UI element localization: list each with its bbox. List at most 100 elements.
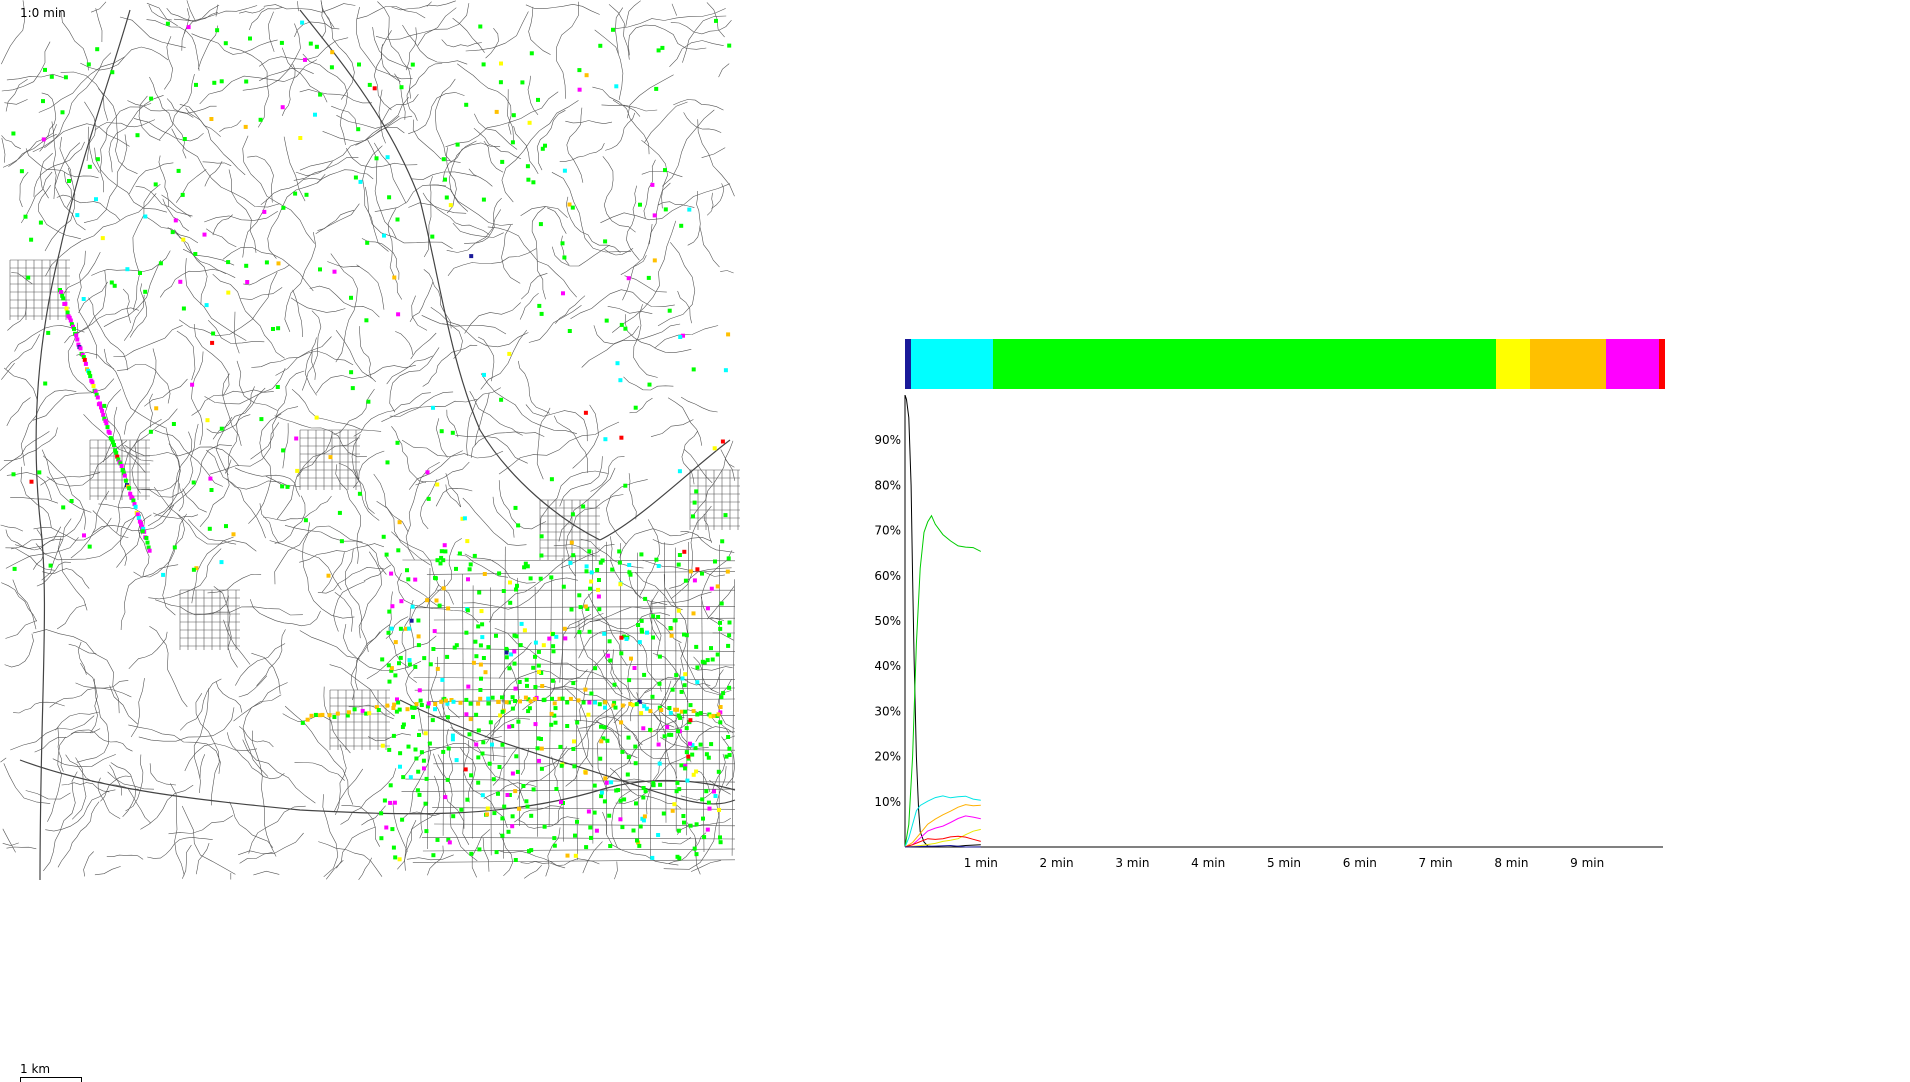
road-segment (683, 112, 722, 133)
vehicle-marker (448, 203, 453, 208)
vehicle-marker (26, 275, 31, 280)
series-line (904, 395, 981, 848)
vehicle-marker (642, 814, 647, 819)
grid-street (433, 617, 736, 621)
vehicle-marker (707, 806, 712, 811)
vehicle-marker (598, 43, 603, 48)
road-segment (87, 126, 100, 173)
vehicle-marker (480, 751, 485, 756)
road-segment (710, 669, 724, 690)
road-segment (663, 574, 688, 671)
road-segment (243, 264, 290, 286)
road-segment (440, 698, 502, 742)
map-scale-bar: 1 km (20, 1062, 82, 1082)
road-network-map[interactable]: 1:0 min (0, 0, 740, 880)
vehicle-marker (523, 695, 528, 700)
vehicle-marker (387, 195, 392, 200)
vehicle-marker (314, 415, 319, 420)
road-segment (644, 101, 688, 143)
vehicle-marker (432, 629, 437, 634)
vehicle-marker (510, 814, 515, 819)
vehicle-marker (389, 571, 394, 576)
vehicle-marker (718, 705, 723, 709)
vehicle-marker (459, 807, 464, 812)
vehicle-marker (313, 112, 317, 117)
road-segment (43, 455, 86, 530)
vehicle-marker (500, 742, 505, 747)
vehicle-marker (527, 849, 531, 854)
vehicle-marker (500, 695, 504, 700)
vehicle-marker (428, 662, 433, 667)
vehicle-marker (19, 169, 24, 174)
vehicle-marker (450, 737, 455, 742)
vehicle-marker (592, 810, 597, 815)
vehicle-marker (417, 792, 422, 797)
vehicle-marker (441, 749, 446, 754)
road-segment (159, 74, 195, 140)
road-segment (5, 529, 63, 551)
road-segment (553, 415, 589, 473)
vehicle-marker (314, 44, 319, 49)
vehicle-marker (516, 719, 521, 724)
vehicle-marker (90, 380, 95, 385)
vehicle-marker (473, 639, 478, 644)
vehicle-marker (684, 633, 689, 638)
road-segment (76, 678, 109, 763)
vehicle-marker (500, 159, 505, 164)
road-segment (417, 7, 457, 46)
vehicle-marker (133, 504, 138, 509)
vehicle-marker (464, 102, 469, 107)
vehicle-marker (68, 318, 73, 323)
road-segment (212, 214, 233, 236)
vehicle-marker (617, 560, 622, 565)
vehicle-marker (642, 704, 647, 709)
vehicle-marker (413, 577, 418, 582)
road-segment (175, 169, 207, 203)
road-segment (138, 95, 161, 141)
vehicle-marker (620, 825, 625, 830)
vehicle-marker (667, 308, 672, 313)
vehicle-marker (507, 793, 512, 797)
road-segment (49, 680, 129, 708)
road-segment (406, 63, 443, 121)
vehicle-marker (692, 578, 697, 583)
road-segment (408, 450, 504, 490)
vehicle-marker (398, 626, 403, 631)
vehicle-marker (445, 654, 450, 659)
road-segment (693, 440, 734, 515)
vehicle-marker (395, 217, 400, 222)
vehicle-marker (720, 439, 725, 444)
vehicle-marker (563, 636, 568, 641)
vehicle-marker (476, 780, 481, 785)
road-segment (5, 334, 40, 369)
road-segment (32, 378, 115, 421)
vehicle-marker (694, 852, 699, 857)
vehicle-marker (552, 836, 557, 841)
vehicle-marker (474, 742, 479, 747)
road-segment (6, 397, 31, 427)
vehicle-marker (445, 715, 450, 720)
vehicle-marker (619, 435, 624, 440)
grid-street (718, 544, 720, 844)
road-segment (695, 838, 701, 875)
vehicle-marker (641, 726, 646, 731)
x-tick-label: 8 min (1494, 856, 1528, 870)
vehicle-marker (694, 769, 699, 774)
road-segment (108, 95, 164, 173)
vehicle-marker (668, 626, 673, 630)
road-segment (711, 183, 725, 209)
road-segment (240, 287, 283, 300)
road-segment (282, 423, 289, 469)
road-segment (239, 726, 274, 748)
vehicle-marker (358, 179, 363, 184)
vehicle-marker (629, 656, 633, 661)
vehicle-marker (398, 764, 402, 769)
vehicle-marker (477, 847, 482, 852)
road-segment (721, 736, 736, 786)
road-segment (260, 177, 321, 206)
vehicle-marker (705, 827, 710, 832)
vehicle-marker (654, 557, 659, 562)
road-segment (40, 472, 101, 486)
vehicle-marker (657, 681, 662, 686)
road-segment (242, 682, 288, 777)
